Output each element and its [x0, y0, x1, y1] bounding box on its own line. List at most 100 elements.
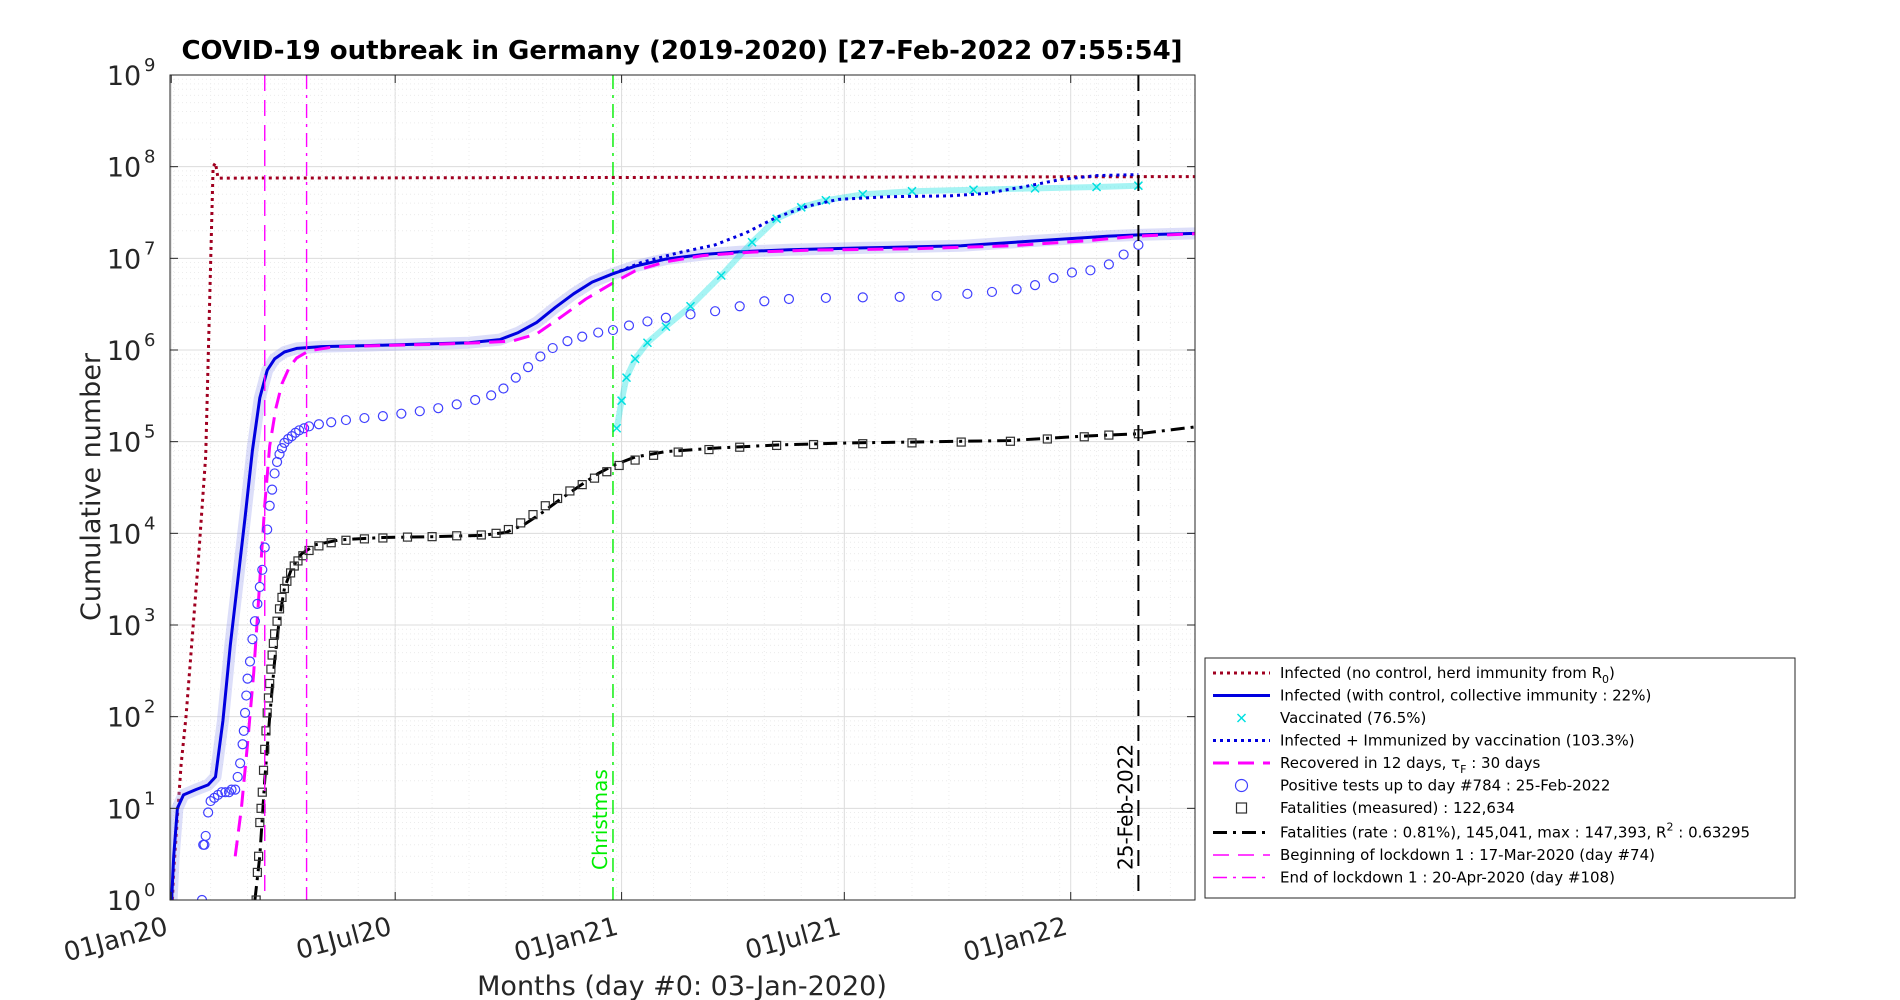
- legend-entry-text: Recovered in 12 days, τF : 30 days: [1280, 754, 1541, 776]
- vaccinated-mark: [621, 373, 632, 383]
- y-tick-exponent: 4: [144, 513, 155, 534]
- fatality-point: [1104, 430, 1114, 440]
- fatality-point: [956, 437, 966, 447]
- positive-test-point: [286, 431, 297, 442]
- legend: Infected (no control, herd immunity from…: [1204, 657, 1796, 899]
- positive-test-point: [685, 309, 696, 320]
- fatality-point: [427, 532, 437, 542]
- fatality-point: [907, 438, 917, 448]
- fatality-point: [258, 765, 269, 775]
- legend-entry-text: Beginning of lockdown 1 : 17-Mar-2020 (d…: [1280, 846, 1655, 864]
- positive-test-point: [962, 288, 973, 299]
- markers-1: [251, 429, 1143, 900]
- positive-test-point: [209, 792, 220, 803]
- y-tick-label: 10: [107, 244, 141, 275]
- y-tick-exponent: 9: [144, 55, 155, 76]
- positive-test-point: [239, 707, 251, 718]
- markers-0: [196, 239, 1144, 900]
- y-tick-label: 10: [107, 336, 141, 367]
- fatality-point: [614, 460, 624, 471]
- vaccinated-mark: [617, 396, 627, 406]
- fatality-point: [528, 510, 538, 520]
- legend-entry-text: Fatalities (rate : 0.81%), 145,041, max …: [1280, 821, 1750, 842]
- vaccinated-mark: [642, 338, 652, 348]
- vaccinated-mark: [968, 185, 979, 195]
- x-axis-label: Months (day #0: 03-Jan-2020): [477, 971, 887, 1000]
- legend-symbol: [1235, 802, 1248, 814]
- y-tick-exponent: 7: [144, 238, 155, 259]
- fatality-point: [577, 480, 587, 490]
- positive-test-point: [247, 634, 258, 645]
- vaccinated-mark: [1092, 182, 1102, 192]
- positive-test-point: [820, 292, 831, 304]
- legend-entry-text: Fatalities (measured) : 122,634: [1280, 799, 1515, 817]
- y-tick-exponent: 6: [144, 330, 155, 351]
- positive-test-point: [607, 324, 619, 336]
- fatality-point: [252, 867, 262, 878]
- fatality-point: [277, 592, 287, 603]
- positive-test-point: [642, 316, 653, 327]
- legend-symbol: [1236, 713, 1247, 723]
- positive-test-point: [241, 690, 252, 701]
- y-tick-label: 10: [107, 519, 141, 550]
- positive-test-point: [470, 394, 481, 406]
- y-tick-exponent: 8: [144, 147, 155, 168]
- fatality-point: [304, 545, 314, 556]
- positive-test-point: [414, 406, 425, 417]
- fatality-point: [630, 455, 640, 465]
- vline-label: Christmas: [588, 769, 612, 870]
- positive-test-point: [783, 293, 795, 305]
- fatality-point: [589, 473, 600, 483]
- fatality-point: [491, 528, 501, 538]
- fatality-point: [298, 551, 308, 561]
- vaccinated-mark: [907, 186, 917, 196]
- positive-test-point: [593, 327, 604, 338]
- fatality-point: [503, 524, 513, 535]
- positive-test-point: [522, 362, 534, 373]
- plot-area: [170, 75, 1195, 900]
- y-tick-exponent: 1: [144, 788, 155, 809]
- fatality-point: [476, 530, 486, 540]
- positive-test-point: [252, 598, 263, 609]
- vaccinated-mark: [747, 237, 757, 247]
- fatality-point: [378, 533, 388, 543]
- series-3: [612, 173, 1139, 276]
- positive-test-point: [1118, 249, 1129, 260]
- positive-test-point: [238, 725, 249, 736]
- vline-layer: Christmas 25-Feb-2022: [264, 75, 1140, 900]
- positive-test-point: [326, 417, 337, 428]
- fatality-point: [279, 583, 290, 594]
- positive-test-point: [223, 787, 235, 798]
- legend-entry-text: End of lockdown 1 : 20-Apr-2020 (day #10…: [1280, 869, 1615, 887]
- fatality-point: [326, 538, 336, 548]
- fatality-point: [265, 678, 275, 689]
- legend-entry-text: Infected + Immunized by vaccination (103…: [1280, 732, 1635, 750]
- fatality-point: [251, 895, 261, 900]
- legend-symbol: [1234, 778, 1249, 793]
- fatality-point: [274, 604, 285, 614]
- fatality-point: [267, 650, 277, 660]
- positive-test-point: [710, 306, 721, 317]
- y-tick-label: 10: [107, 794, 141, 825]
- vline-label: 25-Feb-2022: [1113, 744, 1137, 870]
- positive-test-point: [274, 449, 285, 460]
- fatality-point: [268, 638, 278, 648]
- positive-test-point: [486, 390, 497, 401]
- y-tick-exponent: 5: [144, 422, 155, 443]
- fatality-point: [648, 450, 659, 460]
- fatality-point: [255, 817, 265, 828]
- positive-test-point: [235, 758, 246, 769]
- vaccinated-mark: [661, 322, 671, 332]
- fatality-point: [772, 440, 782, 451]
- positive-test-point: [220, 787, 231, 798]
- fatality-point: [808, 439, 819, 450]
- x-tick-label: 01Jan21: [511, 912, 621, 968]
- positive-test-point: [303, 421, 315, 432]
- positive-test-point: [244, 656, 256, 667]
- positive-test-point: [313, 419, 324, 430]
- fatality-point: [516, 518, 526, 528]
- fatality-point: [704, 444, 714, 455]
- positive-test-point: [226, 784, 237, 795]
- positive-test-point: [237, 739, 248, 750]
- y-axis-label: Cumulative number: [76, 352, 107, 621]
